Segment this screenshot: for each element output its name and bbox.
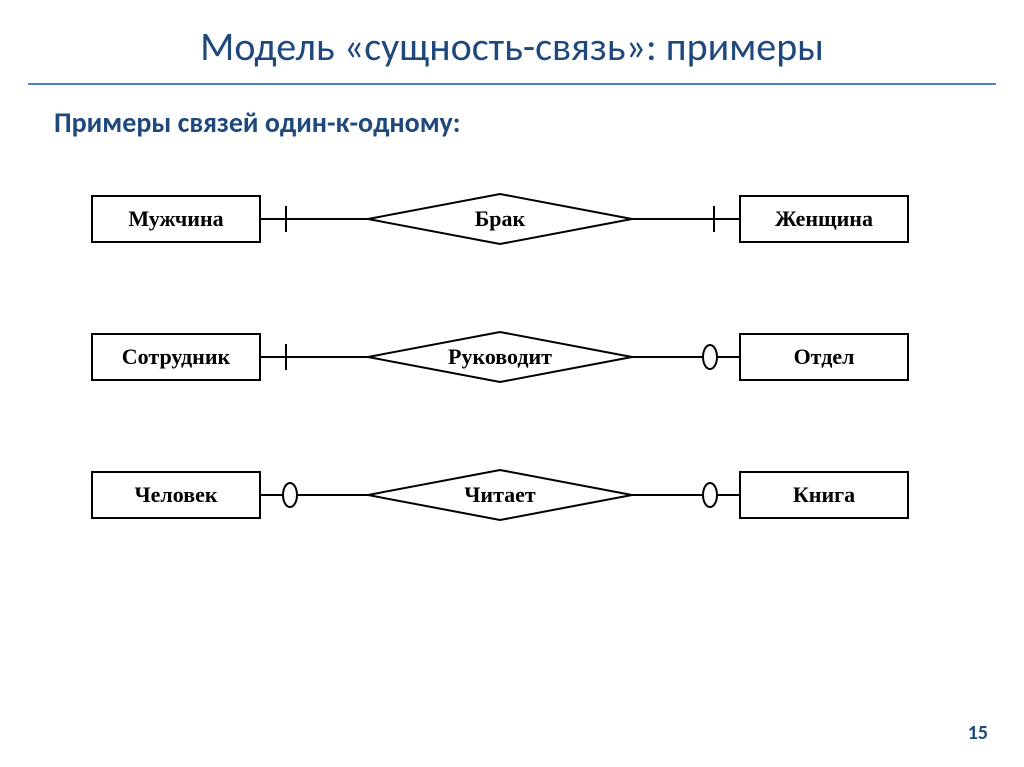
optional-marker-icon [703, 345, 717, 369]
subtitle: Примеры связей один-к-одному: [54, 105, 1024, 140]
optional-marker-icon [703, 483, 717, 507]
entity-label: Книга [793, 482, 855, 507]
relationship-label: Руководит [448, 344, 552, 369]
title-divider [28, 83, 996, 85]
entity-label: Женщина [775, 206, 873, 231]
er-row-svg: Сотрудник Руководит Отдел [90, 320, 910, 394]
er-row-svg: Мужчина Брак Женщина [90, 182, 910, 256]
er-row-svg: Человек Читает Книга [90, 458, 910, 532]
entity-label: Человек [134, 482, 217, 507]
relationship-label: Брак [475, 206, 526, 231]
er-row: Сотрудник Руководит Отдел [90, 320, 910, 394]
relationship-label: Читает [464, 482, 536, 507]
page-title: Модель «сущность-связь»: примеры [0, 0, 1024, 83]
entity-label: Сотрудник [122, 344, 231, 369]
entity-label: Отдел [794, 344, 855, 369]
slide: Модель «сущность-связь»: примеры Примеры… [0, 0, 1024, 767]
entity-label: Мужчина [128, 206, 223, 231]
optional-marker-icon [283, 483, 297, 507]
page-number: 15 [968, 721, 988, 745]
er-row: Человек Читает Книга [90, 458, 910, 532]
er-row: Мужчина Брак Женщина [90, 182, 910, 256]
er-diagram: Мужчина Брак Женщина Сотрудник [90, 182, 1024, 532]
